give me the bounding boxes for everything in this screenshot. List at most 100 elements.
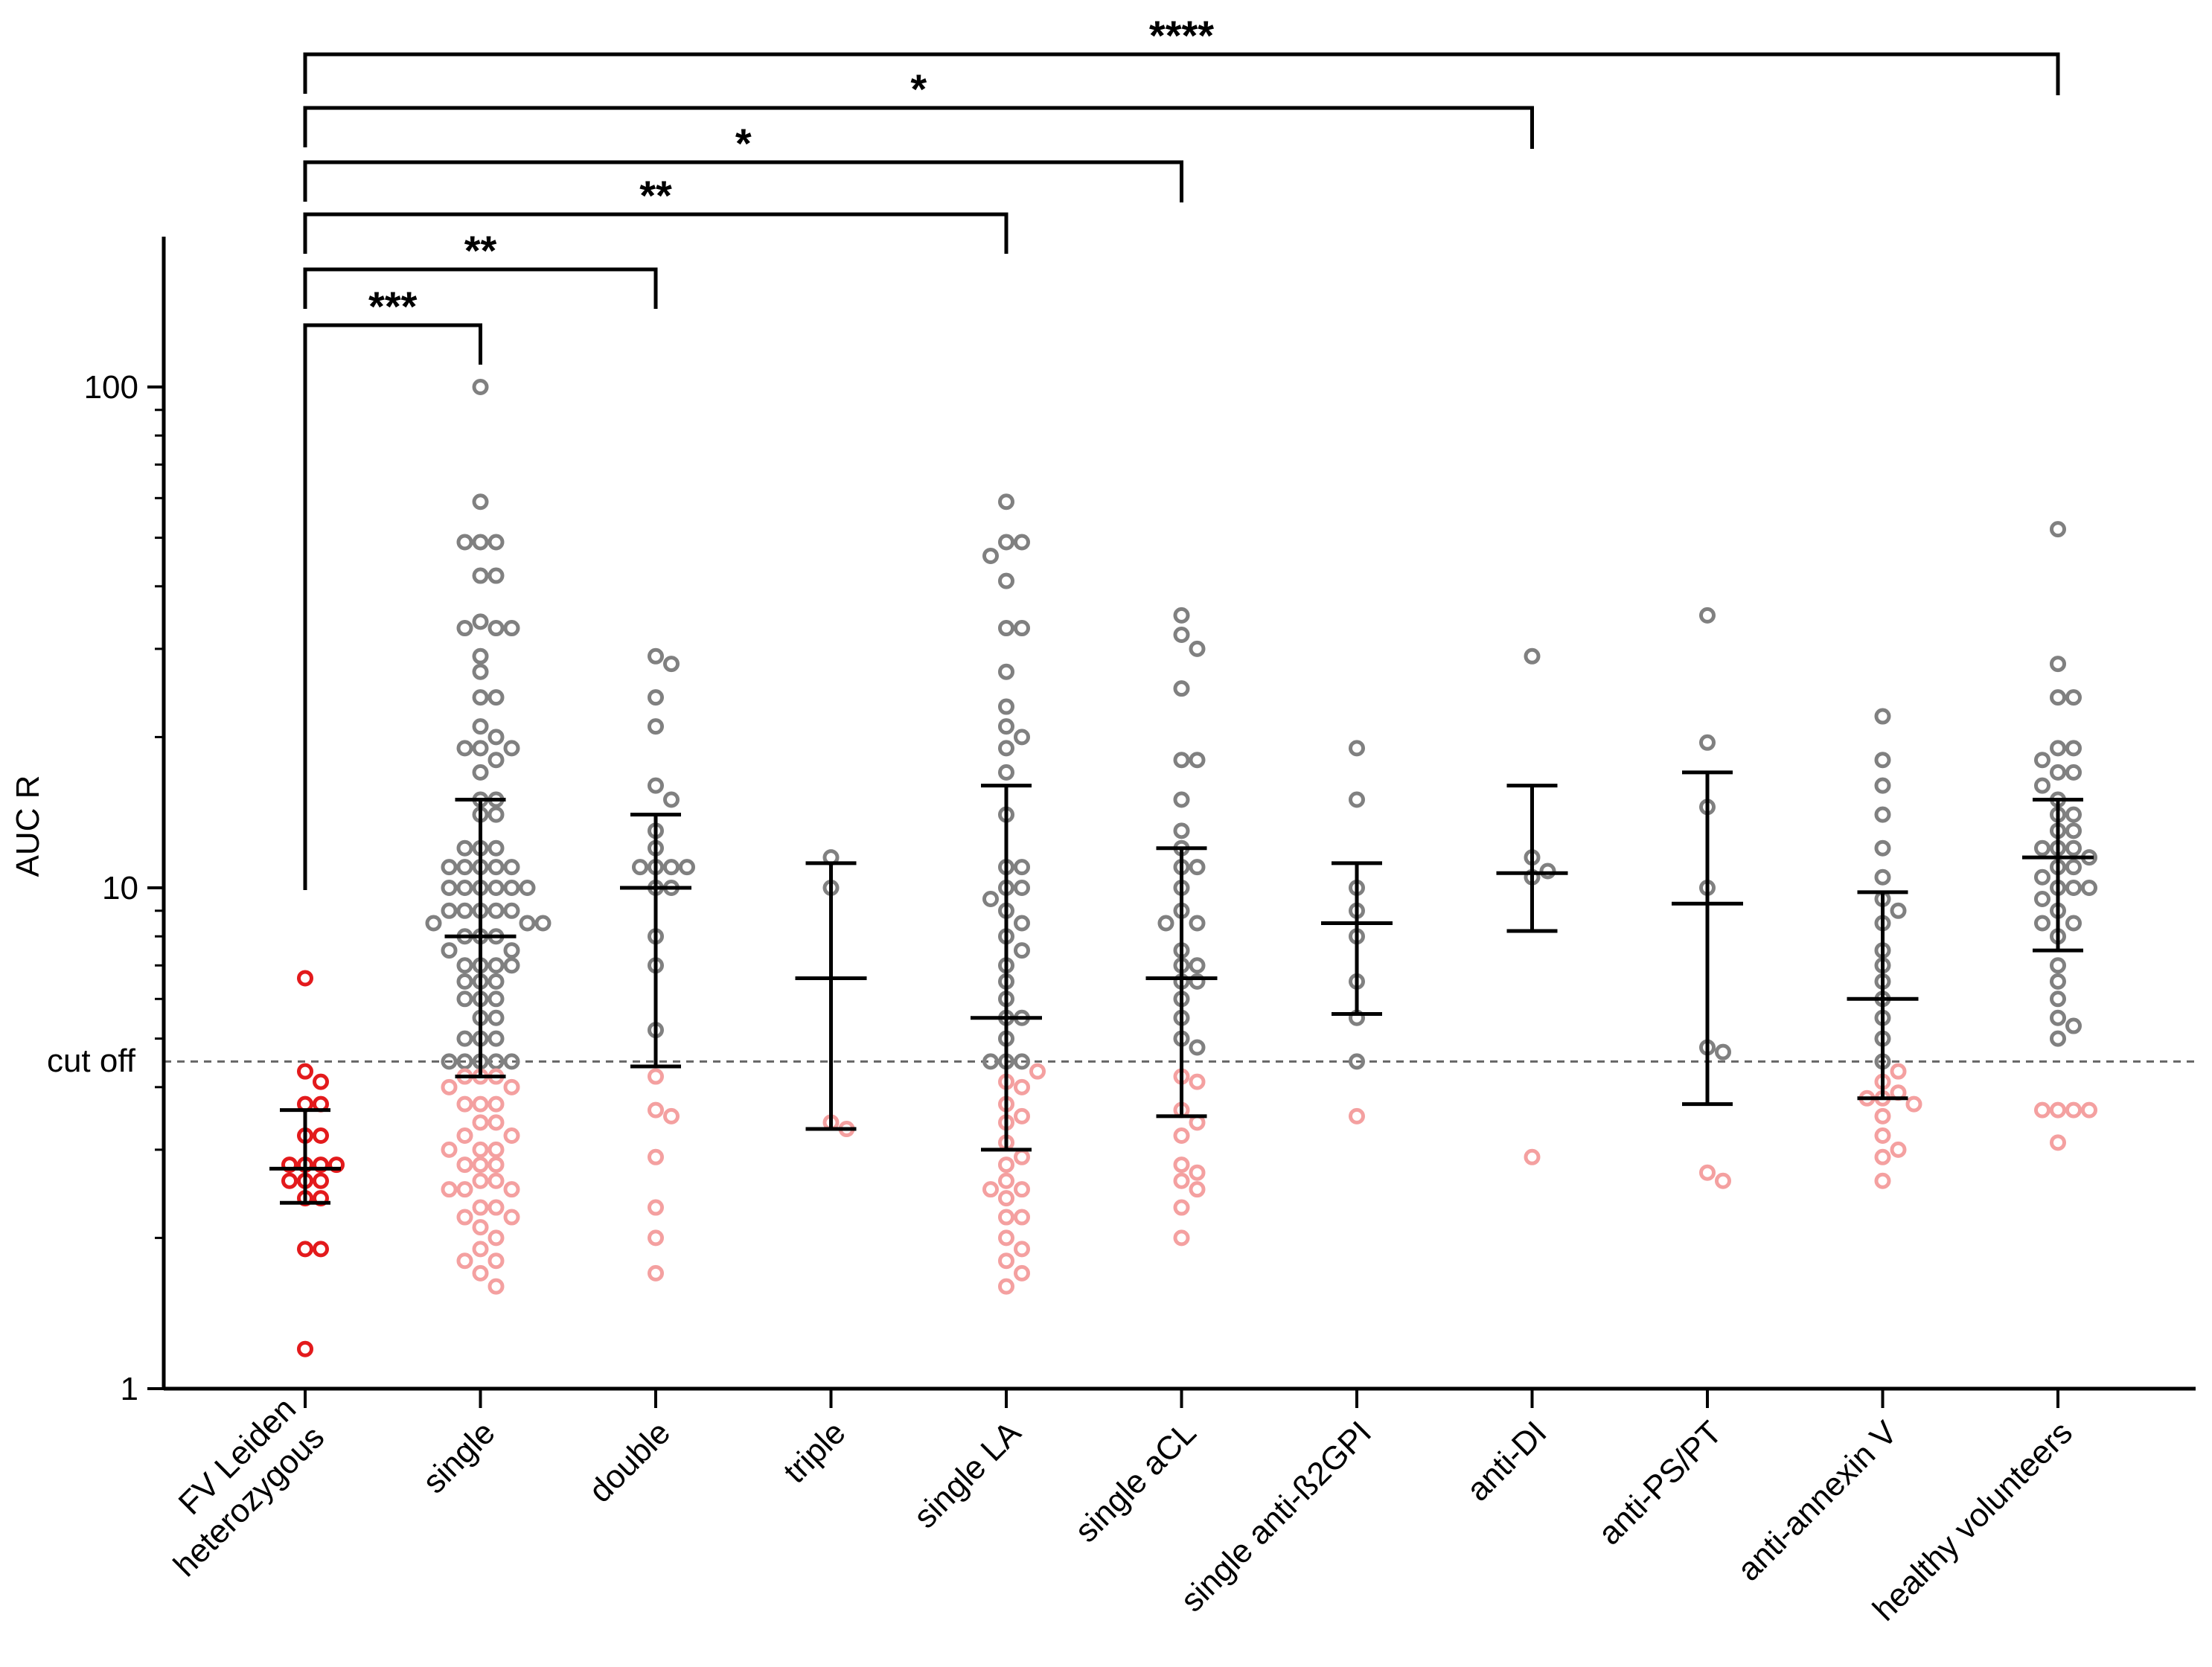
x-tick-label-line: anti-annexin V: [1730, 1414, 1905, 1588]
data-point: [648, 1068, 664, 1085]
data-point: [488, 534, 505, 551]
data-point: [2034, 890, 2050, 907]
data-point: [1189, 1164, 1206, 1181]
data-point: [1029, 1063, 1046, 1080]
data-point: [313, 1172, 329, 1189]
x-tick-label-line: single anti-ß2GPI: [1174, 1414, 1378, 1619]
data-point: [488, 1252, 505, 1270]
data-point: [488, 1141, 505, 1158]
data-point: [1014, 1078, 1030, 1095]
data-point: [488, 839, 505, 857]
data-point: [503, 957, 520, 974]
x-tick-label-line: triple: [776, 1414, 852, 1490]
errorbars-layer: [269, 770, 2094, 1205]
data-point: [472, 534, 489, 551]
data-point: [1014, 1148, 1030, 1165]
data-point: [2065, 764, 2082, 781]
data-point: [519, 915, 536, 932]
data-point: [456, 1181, 473, 1198]
data-point: [2034, 777, 2050, 794]
data-point: [503, 902, 520, 919]
data-point: [648, 777, 664, 794]
data-point: [488, 1053, 505, 1070]
data-point: [998, 740, 1014, 757]
data-point: [1874, 806, 1891, 823]
data-point: [456, 973, 473, 990]
data-point: [663, 1107, 680, 1124]
axes-layer: 1 10 100 FV Leidenheterozygous single double t…: [84, 237, 2196, 1628]
data-point: [503, 1181, 520, 1198]
data-point: [663, 859, 680, 876]
data-point: [2050, 1101, 2066, 1119]
data-point: [998, 1229, 1014, 1247]
data-point: [2050, 740, 2066, 757]
data-point: [503, 1053, 520, 1070]
significance-bracket: [303, 106, 1534, 149]
data-point: [2034, 752, 2050, 769]
data-point: [488, 1156, 505, 1174]
data-point: [2050, 764, 2066, 781]
data-point: [1189, 752, 1206, 769]
data-point: [1874, 868, 1891, 886]
data-point: [648, 1229, 664, 1247]
data-point: [488, 1095, 505, 1113]
data-point: [297, 970, 313, 987]
significance-bracket: [303, 52, 2060, 95]
data-point: [281, 1172, 298, 1189]
data-point: [1189, 973, 1206, 990]
data-point: [2034, 1101, 2050, 1119]
data-point: [1874, 752, 1891, 769]
data-point: [2065, 822, 2082, 839]
significance-label: ***: [368, 283, 418, 330]
data-point: [1189, 1073, 1206, 1090]
data-point: [488, 902, 505, 919]
data-point: [488, 620, 505, 637]
data-point: [297, 1340, 313, 1357]
x-tick-label-line: anti-DI: [1460, 1414, 1553, 1508]
x-tick-label-line: single LA: [907, 1414, 1028, 1535]
data-point: [2050, 521, 2066, 538]
data-point: [632, 859, 648, 876]
data-point: [1014, 915, 1030, 932]
data-point: [472, 493, 489, 511]
data-point: [2065, 859, 2082, 876]
data-point: [648, 689, 664, 706]
data-point: [1539, 863, 1556, 880]
data-point: [441, 942, 458, 959]
data-point: [441, 859, 458, 876]
data-point: [1014, 729, 1030, 746]
data-point: [1014, 1053, 1030, 1070]
data-point: [648, 1148, 664, 1165]
data-point: [472, 1219, 489, 1236]
data-point: [648, 718, 664, 735]
data-point: [1157, 915, 1174, 932]
data-point: [1014, 1241, 1030, 1258]
data-point: [2034, 868, 2050, 886]
data-point: [1874, 1148, 1891, 1165]
data-point: [488, 1009, 505, 1026]
data-point: [1189, 1114, 1206, 1131]
data-point: [982, 1053, 999, 1070]
data-point: [1014, 534, 1030, 551]
data-point: [1189, 1039, 1206, 1056]
data-point: [425, 915, 442, 932]
data-point: [1524, 647, 1541, 665]
x-tick-label: single LA: [907, 1414, 1028, 1535]
data-point: [1715, 1043, 1731, 1060]
data-point: [1014, 620, 1030, 637]
data-point: [1874, 839, 1891, 857]
data-point: [519, 880, 536, 896]
data-point: [998, 1252, 1014, 1270]
data-point: [456, 1095, 473, 1113]
data-point: [441, 880, 458, 896]
data-point: [488, 1114, 505, 1131]
data-point: [488, 729, 505, 746]
data-point: [2065, 915, 2082, 932]
data-point: [2050, 656, 2066, 673]
data-point: [456, 859, 473, 876]
data-point: [472, 689, 489, 706]
data-point: [503, 1127, 520, 1145]
data-point: [472, 764, 489, 781]
data-point: [1890, 902, 1907, 919]
data-point: [488, 1030, 505, 1047]
